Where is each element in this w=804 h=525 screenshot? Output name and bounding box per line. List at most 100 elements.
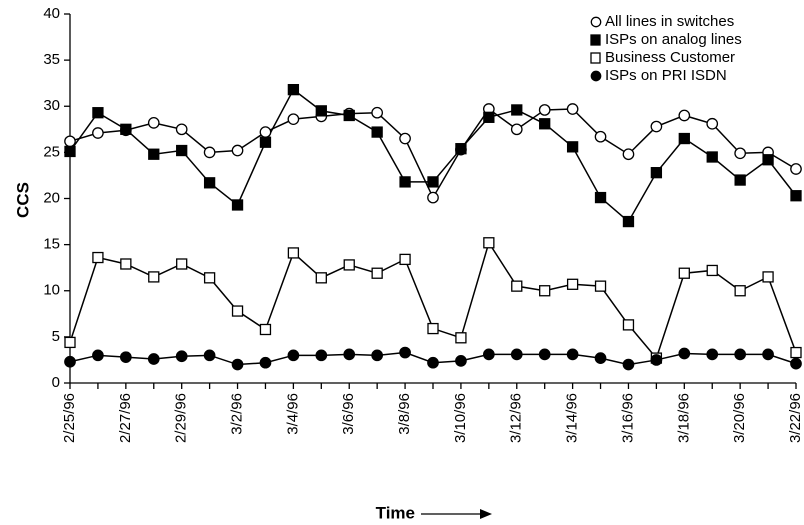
point [147, 353, 160, 365]
point [175, 350, 188, 363]
point [566, 278, 579, 290]
x-tick-label: 3/12/96 [508, 393, 525, 443]
point [371, 126, 383, 138]
point [427, 176, 439, 188]
point [371, 267, 383, 279]
point [538, 348, 551, 361]
point [259, 356, 272, 369]
point [678, 109, 691, 122]
point [120, 258, 132, 270]
point [734, 147, 747, 160]
point [64, 336, 76, 349]
point [622, 358, 635, 371]
x-tick-label: 2/27/96 [117, 393, 134, 443]
point [650, 167, 663, 179]
point [203, 349, 216, 362]
x-tick-label: 3/22/96 [787, 393, 804, 443]
point [259, 136, 272, 148]
x-tick-label: 3/2/96 [229, 393, 246, 435]
point [762, 271, 774, 283]
point [231, 144, 244, 157]
point [455, 143, 467, 155]
point [706, 348, 719, 361]
point [399, 132, 411, 145]
point [64, 135, 76, 148]
point [175, 123, 188, 136]
point [231, 305, 244, 317]
point [734, 285, 746, 297]
point [427, 191, 439, 204]
x-tick-label: 3/14/96 [564, 393, 581, 443]
point [203, 146, 216, 159]
point [483, 237, 495, 249]
point [148, 271, 160, 283]
point [706, 151, 718, 163]
x-axis-title: Time [376, 503, 415, 522]
point [455, 332, 467, 344]
y-tick-label: 35 [43, 51, 60, 68]
point [92, 107, 104, 119]
point [678, 267, 690, 279]
point [482, 348, 495, 361]
point [147, 117, 160, 129]
point [64, 355, 76, 368]
point [92, 349, 104, 362]
point [511, 104, 523, 116]
x-tick-label: 3/6/96 [340, 393, 357, 435]
legend-marker [590, 52, 601, 64]
point [399, 176, 411, 188]
point [650, 120, 663, 133]
point [343, 109, 355, 122]
point [455, 355, 467, 367]
point [287, 349, 300, 362]
x-tick-label: 3/16/96 [619, 393, 636, 443]
point [287, 83, 300, 96]
x-tick-label: 3/8/96 [396, 393, 413, 435]
y-tick-label: 10 [43, 282, 60, 299]
x-tick-label: 3/20/96 [731, 393, 748, 443]
point [315, 105, 327, 117]
point [566, 103, 579, 115]
point [483, 111, 495, 123]
point [120, 123, 132, 135]
point [622, 148, 635, 161]
point [176, 258, 188, 270]
point [650, 354, 663, 366]
x-tick-label: 2/29/96 [173, 393, 190, 443]
point [92, 251, 104, 264]
point [371, 349, 384, 362]
point [762, 348, 774, 361]
legend-marker [590, 34, 601, 46]
point [594, 352, 607, 364]
point [566, 141, 579, 153]
y-tick-label: 0 [52, 374, 60, 391]
point [510, 123, 523, 136]
point [734, 174, 746, 186]
point [566, 348, 579, 361]
point [119, 351, 132, 364]
point [539, 118, 551, 130]
point [762, 154, 774, 166]
point [231, 199, 244, 211]
point [203, 177, 216, 189]
y-tick-label: 20 [43, 189, 60, 206]
point [678, 347, 691, 360]
point [287, 247, 300, 259]
x-tick-label: 3/18/96 [675, 393, 692, 443]
point [399, 346, 411, 359]
point [203, 272, 216, 284]
point [706, 264, 718, 277]
point [734, 348, 747, 361]
y-tick-label: 40 [43, 5, 60, 22]
point [510, 348, 523, 361]
point [622, 215, 635, 228]
x-tick-label: 3/10/96 [452, 393, 469, 443]
y-tick-label: 15 [43, 236, 60, 253]
point [594, 130, 607, 143]
point [64, 145, 76, 158]
point [148, 148, 160, 160]
point [790, 357, 802, 370]
point [259, 126, 272, 138]
point [92, 127, 104, 139]
